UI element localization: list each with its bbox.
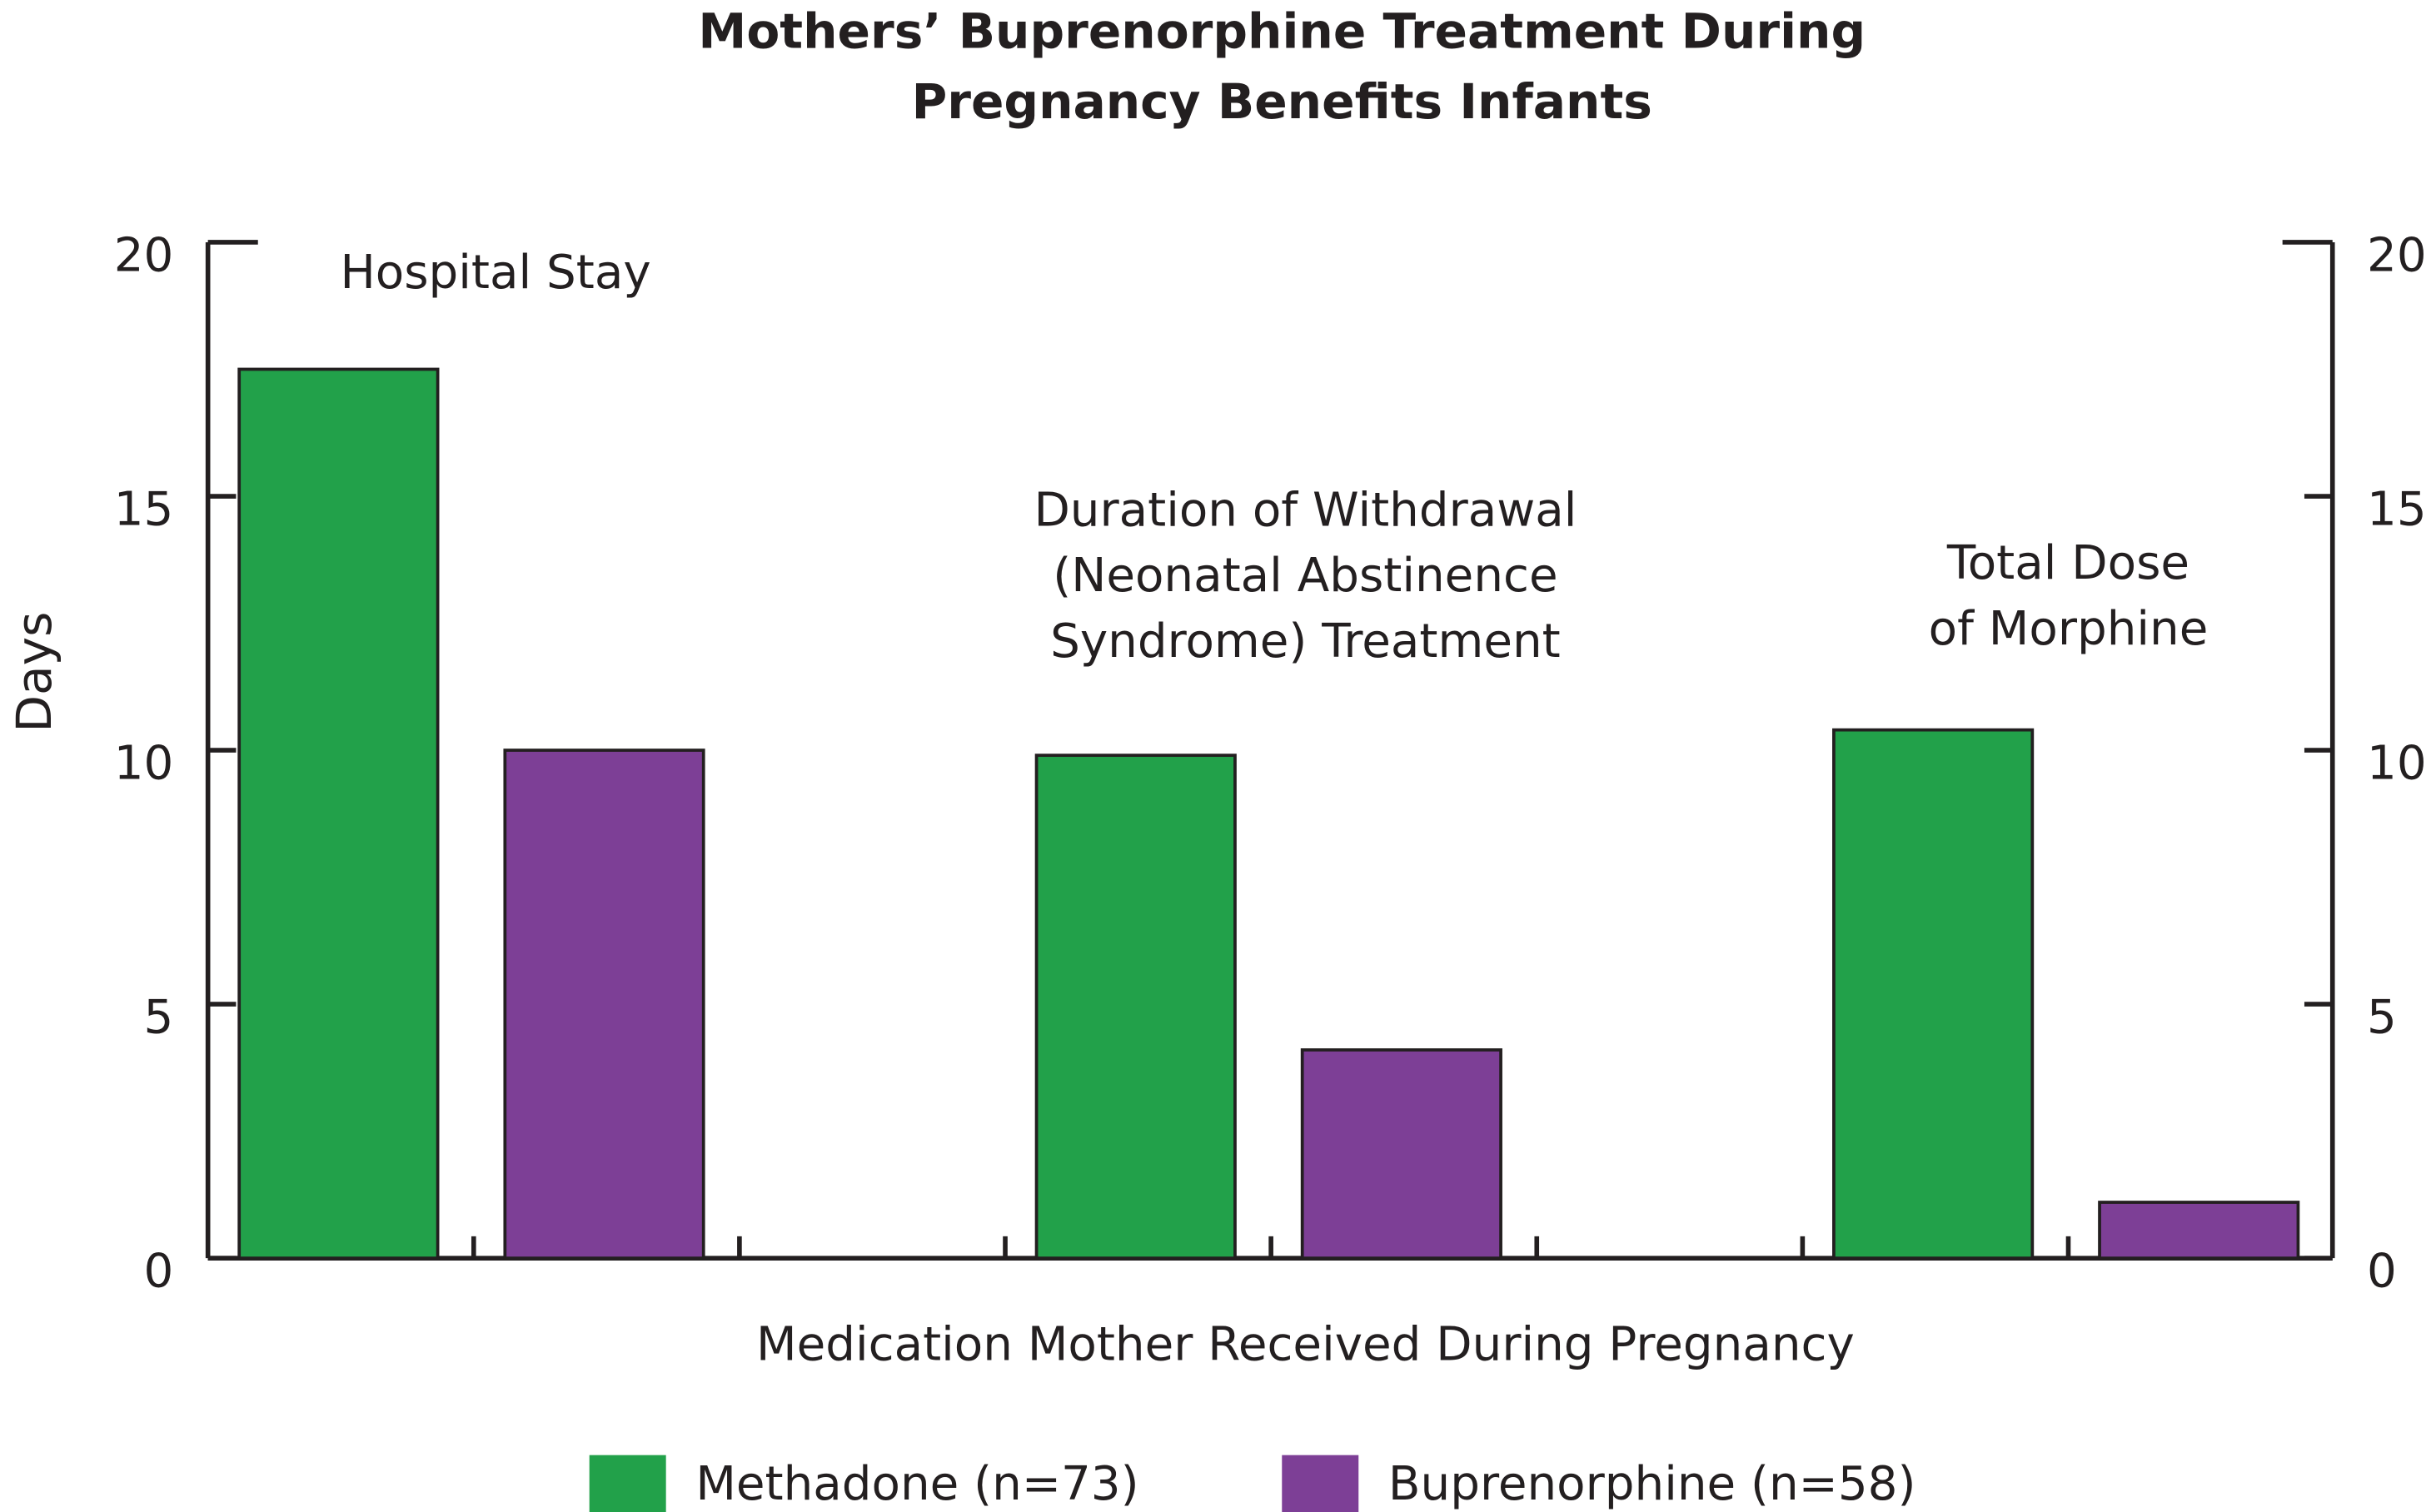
y-tick-label: 20 [114, 228, 174, 282]
bar [1034, 754, 1237, 1261]
y2-tick-label: 0 [2367, 1245, 2397, 1299]
bar [1832, 728, 2035, 1261]
y2-tick-label: 20 [2367, 228, 2427, 282]
y2-tick-label: 15 [2367, 482, 2427, 536]
y-tick-label: 5 [144, 990, 174, 1044]
y2-tick-label: 5 [2367, 990, 2397, 1044]
category-label: Duration of Withdrawal [1034, 483, 1577, 537]
y-axis-label: Days [6, 612, 62, 733]
category-label: Hospital Stay [340, 246, 650, 300]
legend-swatch [1282, 1455, 1359, 1512]
y2-tick-label: 10 [2367, 736, 2427, 790]
bar [1300, 1048, 1502, 1261]
x-axis-label: Medication Mother Received During Pregna… [756, 1318, 1855, 1372]
bar [2098, 1201, 2300, 1261]
category-label: of Morphine [1929, 602, 2209, 656]
chart-title: Pregnancy Benefits Infants [912, 73, 1652, 130]
y-tick-label: 10 [114, 736, 174, 790]
category-label: (Neonatal Abstinence [1053, 549, 1557, 603]
legend-label: Methadone (n=73) [695, 1457, 1138, 1511]
category-label: Syndrome) Treatment [1050, 614, 1561, 669]
y-tick-label: 15 [114, 482, 174, 536]
bar [237, 367, 440, 1261]
chart-title: Mothers’ Buprenorphine Treatment During [698, 2, 1866, 59]
y-tick-label: 0 [144, 1245, 174, 1299]
legend-label: Buprenorphine (n=58) [1388, 1457, 1916, 1511]
bar [503, 749, 705, 1261]
legend-swatch [589, 1455, 666, 1512]
category-label: Total Dose [1946, 536, 2189, 590]
